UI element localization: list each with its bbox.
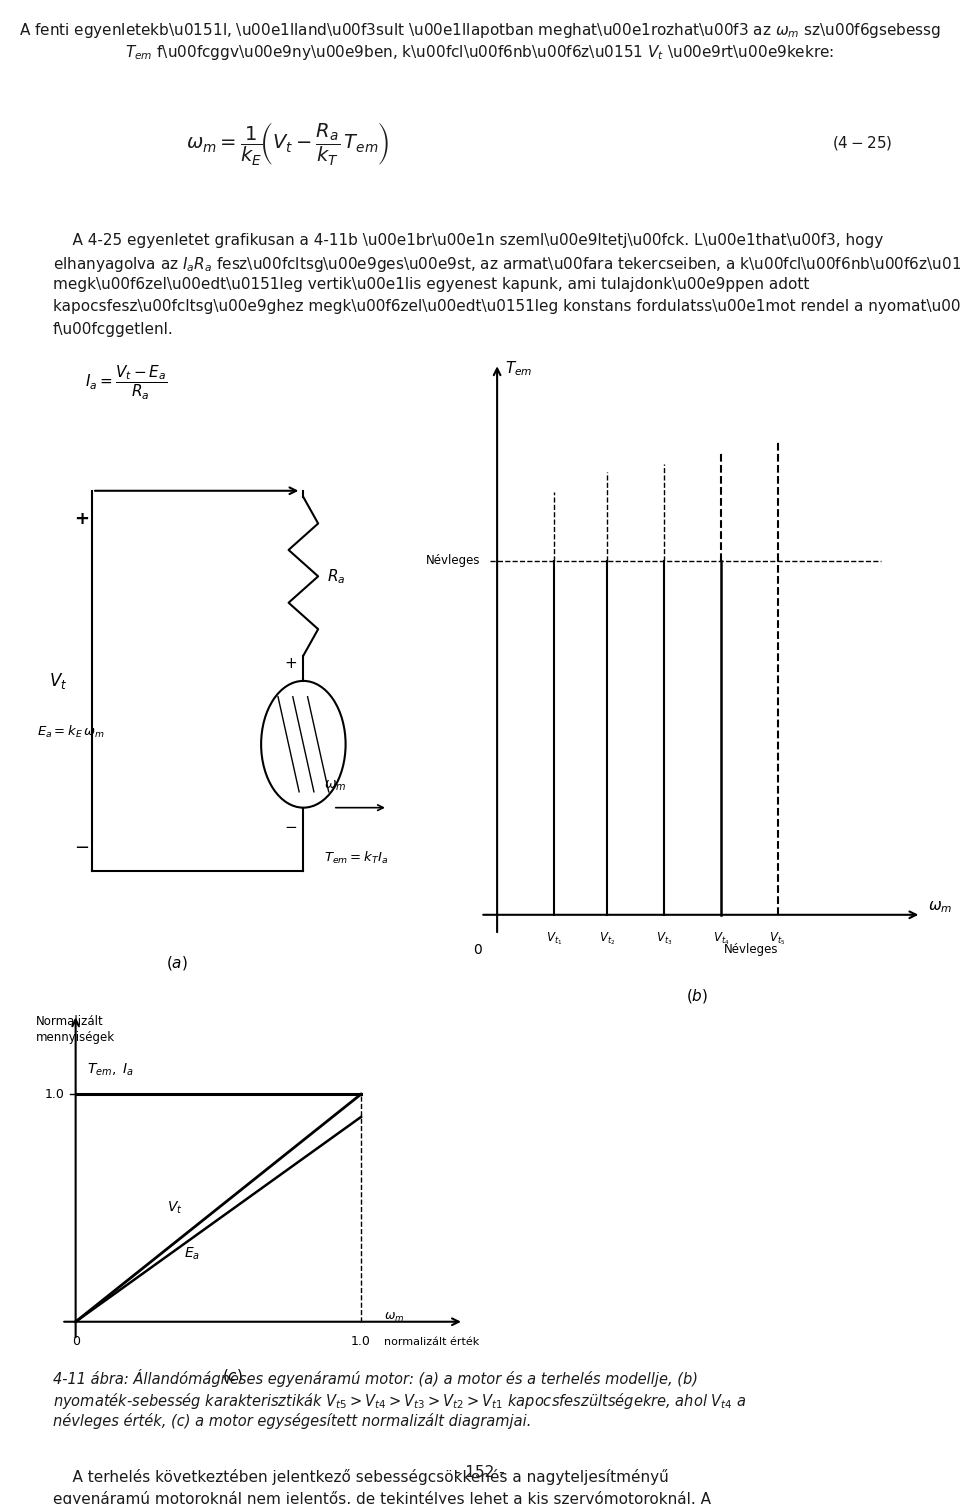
Text: $I_a = \dfrac{V_t - E_a}{R_a}$: $I_a = \dfrac{V_t - E_a}{R_a}$ [84, 364, 167, 402]
Text: $V_{t_3}$: $V_{t_3}$ [656, 931, 672, 948]
Text: megk\u00f6zel\u00edt\u0151leg vertik\u00e1lis egyenest kapunk, ami tulajdonk\u00: megk\u00f6zel\u00edt\u0151leg vertik\u00… [53, 277, 809, 292]
Text: $T_{em} = k_T I_a$: $T_{em} = k_T I_a$ [324, 850, 389, 866]
Text: $V_{t_5}$: $V_{t_5}$ [770, 931, 785, 948]
Text: +: + [74, 510, 89, 528]
Text: $V_t$: $V_t$ [167, 1200, 182, 1217]
Text: A fenti egyenletekb\u0151l, \u00e1lland\u00f3sult \u00e1llapotban meghat\u00e1ro: A fenti egyenletekb\u0151l, \u00e1lland\… [19, 21, 941, 41]
Text: 0: 0 [72, 1336, 80, 1349]
Text: elhanyagolva az $I_aR_a$ fesz\u00fcltsg\u00e9ges\u00e9st, az armat\u00fara teker: elhanyagolva az $I_aR_a$ fesz\u00fcltsg\… [53, 254, 960, 274]
Text: $-$: $-$ [74, 836, 89, 854]
Text: $V_{t_4}$: $V_{t_4}$ [712, 931, 729, 948]
Text: $(4-25)$: $(4-25)$ [832, 134, 893, 152]
Text: Névleges: Névleges [724, 943, 779, 957]
Text: egyenáramú motoroknál nem jelentős, de tekintélyes lehet a kis szervómotoroknál.: egyenáramú motoroknál nem jelentős, de t… [53, 1490, 710, 1504]
Text: $\omega_m = \dfrac{1}{k_E}\!\left(V_t - \dfrac{R_a}{k_T}\,T_{em}\right)$: $\omega_m = \dfrac{1}{k_E}\!\left(V_t - … [186, 120, 390, 167]
Text: $-$: $-$ [284, 818, 298, 833]
Text: f\u00fcggetlenl.: f\u00fcggetlenl. [53, 322, 174, 337]
Text: 1.0: 1.0 [351, 1336, 371, 1349]
Text: +: + [284, 656, 297, 671]
Text: $T_{em}$: $T_{em}$ [506, 359, 533, 378]
Text: 0: 0 [472, 943, 482, 957]
Text: $V_{t_1}$: $V_{t_1}$ [545, 931, 562, 948]
Text: $(b)$: $(b)$ [686, 987, 708, 1005]
Text: $E_a$: $E_a$ [184, 1245, 201, 1262]
Text: $\omega_m$: $\omega_m$ [928, 899, 952, 914]
Text: A terhelés következtében jelentkező sebességcsökkenés a nagyteljesítményű: A terhelés következtében jelentkező sebe… [53, 1469, 668, 1484]
Text: $T_{em},\;I_a$: $T_{em},\;I_a$ [87, 1062, 133, 1078]
Text: nyomaték-sebesség karakterisztikák $V_{t5}>V_{t4}>V_{t3}>V_{t2}>V_{t1}$ kapocsfe: nyomaték-sebesség karakterisztikák $V_{t… [53, 1391, 746, 1411]
Text: $(a)$: $(a)$ [166, 955, 187, 973]
Text: $E_a = k_E\,\omega_m$: $E_a = k_E\,\omega_m$ [37, 723, 106, 740]
Text: Normalizált
mennyiségek: Normalizált mennyiségek [36, 1015, 115, 1044]
Text: névleges érték, (c) a motor egységesített normalizált diagramjai.: névleges érték, (c) a motor egységesítet… [53, 1414, 531, 1429]
Text: $V_{t_2}$: $V_{t_2}$ [599, 931, 615, 948]
Text: - 152 -: - 152 - [455, 1465, 505, 1480]
Text: 4-11 ábra: Állandómágneses egyenáramú motor: (a) a motor és a terhelés modellje,: 4-11 ábra: Állandómágneses egyenáramú mo… [53, 1369, 698, 1387]
Text: 1.0: 1.0 [44, 1087, 64, 1101]
Text: $R_a$: $R_a$ [326, 567, 345, 585]
Text: Névleges: Névleges [426, 553, 480, 567]
Text: A 4-25 egyenletet grafikusan a 4-11b \u00e1br\u00e1n szeml\u00e9ltetj\u00fck. L\: A 4-25 egyenletet grafikusan a 4-11b \u0… [53, 233, 883, 248]
Text: $T_{em}$ f\u00fcggv\u00e9ny\u00e9ben, k\u00fcl\u00f6nb\u00f6z\u0151 $V_t$ \u00e9: $T_{em}$ f\u00fcggv\u00e9ny\u00e9ben, k\… [126, 44, 834, 62]
Text: kapocsfesz\u00fcltsg\u00e9ghez megk\u00f6zel\u00edt\u0151leg konstans fordulatss: kapocsfesz\u00fcltsg\u00e9ghez megk\u00f… [53, 299, 960, 314]
Text: $\omega_m$: $\omega_m$ [384, 1310, 404, 1324]
Text: $(c)$: $(c)$ [222, 1367, 243, 1385]
Text: $\omega_m$: $\omega_m$ [324, 779, 347, 793]
Text: normalizált érték: normalizált érték [384, 1337, 479, 1348]
Text: $V_t$: $V_t$ [49, 671, 67, 690]
